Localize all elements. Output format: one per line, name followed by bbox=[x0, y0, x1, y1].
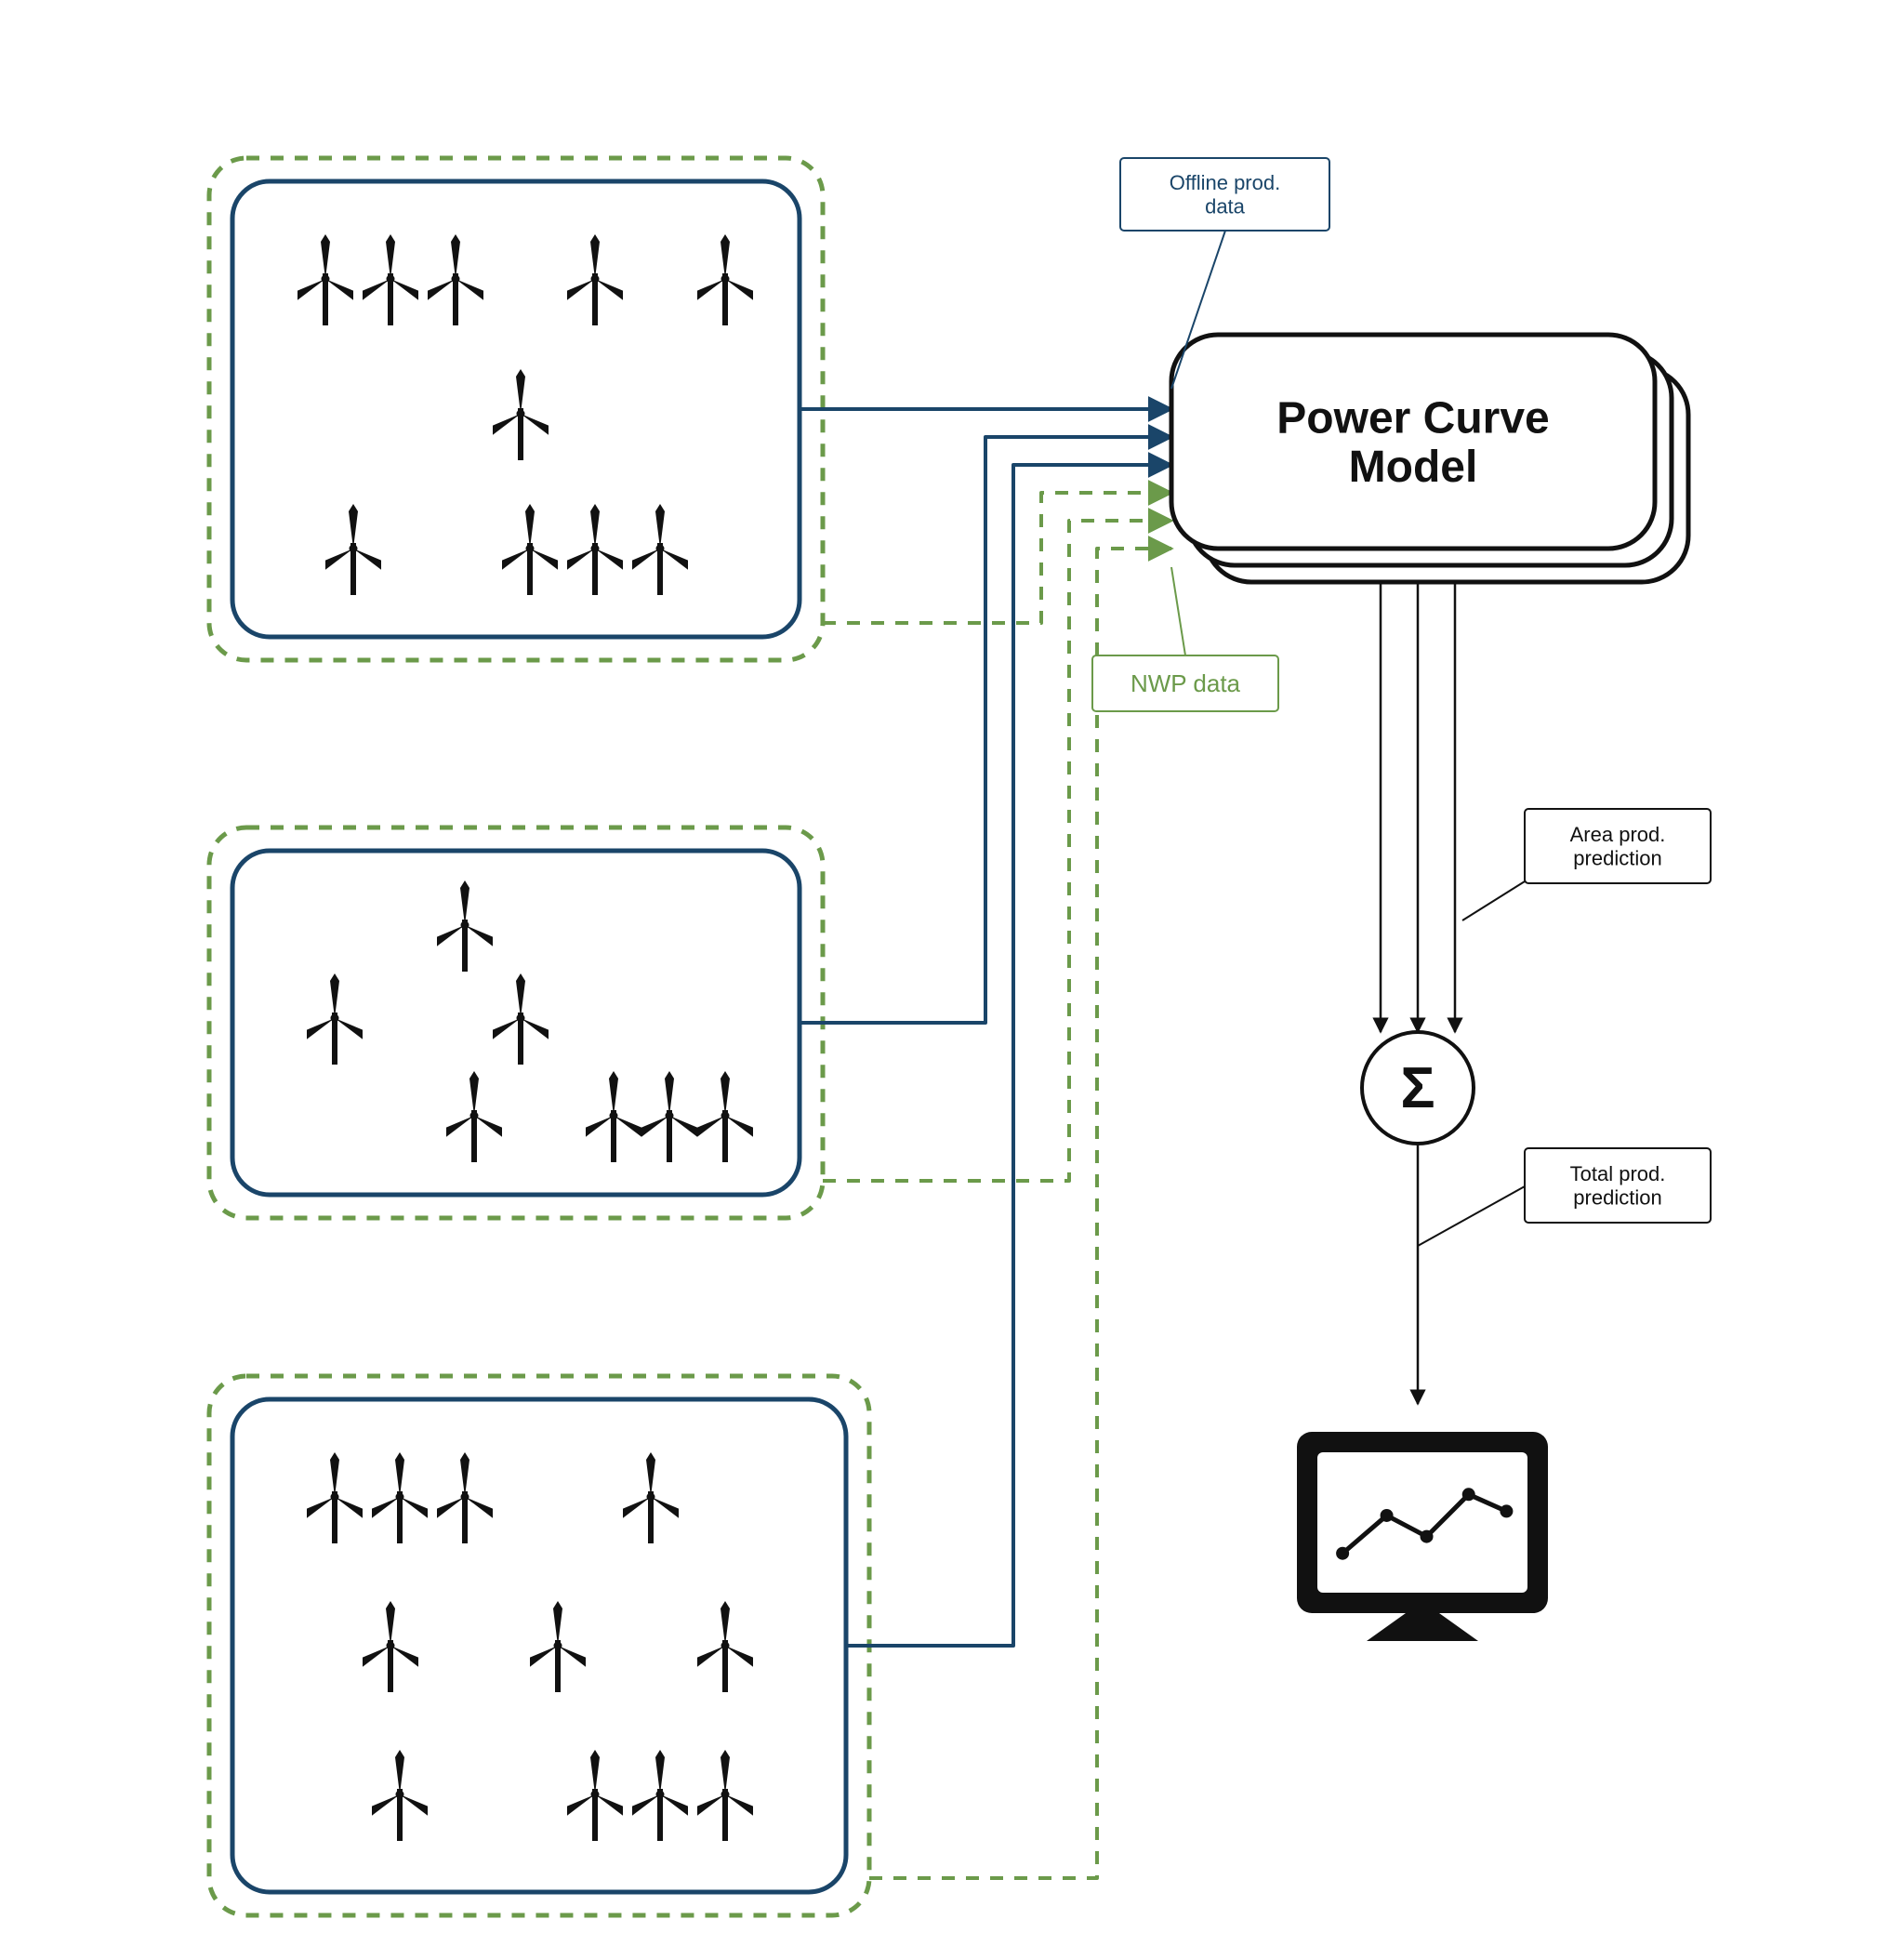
model-title: Model bbox=[1349, 443, 1478, 492]
farm-2 bbox=[209, 827, 823, 1218]
area-label-text: Area prod. bbox=[1570, 823, 1666, 846]
monitor-icon bbox=[1297, 1432, 1548, 1641]
farm-3-boundary bbox=[232, 1399, 846, 1892]
area-label-text: prediction bbox=[1573, 846, 1661, 869]
offline-label-text: Offline prod. bbox=[1170, 171, 1280, 194]
wind-farms-layer bbox=[209, 158, 869, 1915]
sigma-symbol: Σ bbox=[1400, 1056, 1435, 1120]
farm-2-boundary bbox=[232, 851, 800, 1195]
farm-3 bbox=[209, 1376, 869, 1915]
sigma-node: Σ bbox=[1362, 1032, 1474, 1144]
model-title: Power Curve bbox=[1276, 393, 1549, 443]
farm-1-boundary bbox=[232, 181, 800, 637]
diagram-svg: Power CurveModel Σ Offline prod.data NWP da… bbox=[0, 0, 1904, 1959]
power-curve-model: Power CurveModel bbox=[1171, 335, 1688, 582]
diagram-root: Power CurveModel Σ Offline prod.data NWP da… bbox=[0, 0, 1904, 1959]
total-label-text: prediction bbox=[1573, 1185, 1661, 1209]
nwp-label-text: NWP data bbox=[1130, 669, 1241, 697]
total-label-text: Total prod. bbox=[1570, 1162, 1666, 1185]
offline-label-text: data bbox=[1205, 194, 1246, 218]
farm-1 bbox=[209, 158, 823, 660]
